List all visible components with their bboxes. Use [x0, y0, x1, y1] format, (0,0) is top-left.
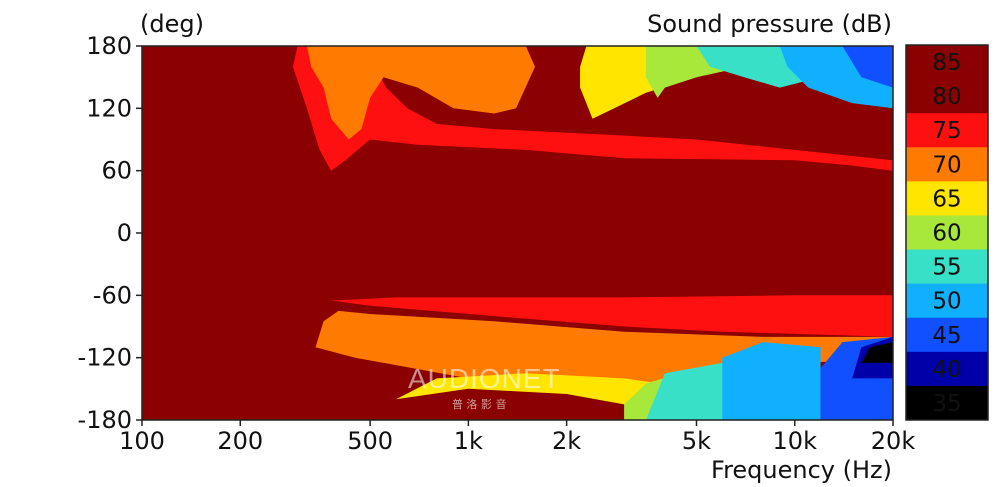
colorbar: 85 80 75 70 65 60 55 50 45 40 35 — [905, 44, 989, 421]
colorbar-swatch-75 — [906, 113, 988, 148]
colorbar-swatch-35 — [906, 385, 988, 421]
x-tick-label: 500 — [347, 427, 393, 455]
x-tick-label: 10k — [773, 427, 818, 455]
watermark-text: AUDIONET — [408, 363, 561, 394]
contour-band-70-4 — [315, 310, 893, 389]
colorbar-swatch-80 — [906, 79, 988, 114]
watermark-subtext: 普 洛 影 音 — [452, 397, 507, 411]
x-axis-label: Frequency (Hz) — [711, 456, 892, 484]
y-tick-label: -120 — [78, 344, 132, 372]
colorbar-swatch-45 — [906, 317, 988, 353]
colorbar-label-80: 80 — [932, 84, 961, 110]
contour-band-75-2 — [331, 295, 893, 337]
y-tick-label: 180 — [86, 32, 132, 60]
y-tick-label: 0 — [117, 219, 132, 247]
contour-band-45-13 — [842, 46, 893, 88]
chart-title: Sound pressure (dB) — [647, 10, 892, 38]
colorbar-swatch-40 — [906, 351, 988, 387]
x-tick-label: 20k — [871, 427, 916, 455]
contour-band-35-16 — [861, 342, 893, 363]
x-tick-label: 100 — [119, 427, 165, 455]
plot-area — [142, 46, 893, 420]
colorbar-swatch-60 — [906, 215, 988, 251]
x-tick-label: 200 — [217, 427, 263, 455]
colorbar-frame — [905, 44, 989, 421]
y-tick-label: -180 — [78, 406, 132, 434]
colorbar-label-55: 55 — [932, 255, 961, 281]
x-axis: 100 200 500 1k 2k 5k 10k 20k — [119, 420, 915, 455]
y-axis-unit: (deg) — [140, 10, 204, 38]
contour-band-50-12 — [722, 342, 821, 420]
y-axis: 180 120 60 0 -60 -120 -180 — [78, 32, 142, 434]
colorbar-swatch-55 — [906, 249, 988, 285]
watermark: AUDIONET 普 洛 影 音 — [408, 363, 561, 411]
colorbar-swatch-70 — [906, 147, 988, 182]
colorbar-label-50: 50 — [932, 289, 961, 315]
colorbar-label-85: 85 — [932, 50, 961, 76]
x-tick-label: 5k — [682, 427, 711, 455]
colorbar-label-65: 65 — [932, 186, 961, 212]
contour-band-65-6 — [396, 373, 697, 410]
colorbar-label-40: 40 — [932, 357, 961, 383]
colorbar-label-45: 45 — [932, 323, 961, 349]
colorbar-label-35: 35 — [932, 391, 961, 417]
colorbar-swatch-50 — [906, 283, 988, 319]
colorbar-swatch-85 — [906, 45, 988, 80]
contour-band-80-0 — [142, 46, 893, 420]
y-tick-label: 120 — [86, 94, 132, 122]
contour-band-70-3 — [306, 46, 535, 140]
colorbar-label-70: 70 — [932, 152, 961, 178]
y-tick-label: 60 — [101, 157, 132, 185]
y-tick-label: -60 — [93, 281, 132, 309]
colorbar-swatch-65 — [906, 181, 988, 216]
contour-band-75-1 — [292, 46, 893, 171]
colorbar-label-75: 75 — [932, 118, 961, 144]
x-tick-label: 1k — [454, 427, 483, 455]
colorbar-label-60: 60 — [932, 221, 961, 247]
x-tick-label: 2k — [552, 427, 581, 455]
